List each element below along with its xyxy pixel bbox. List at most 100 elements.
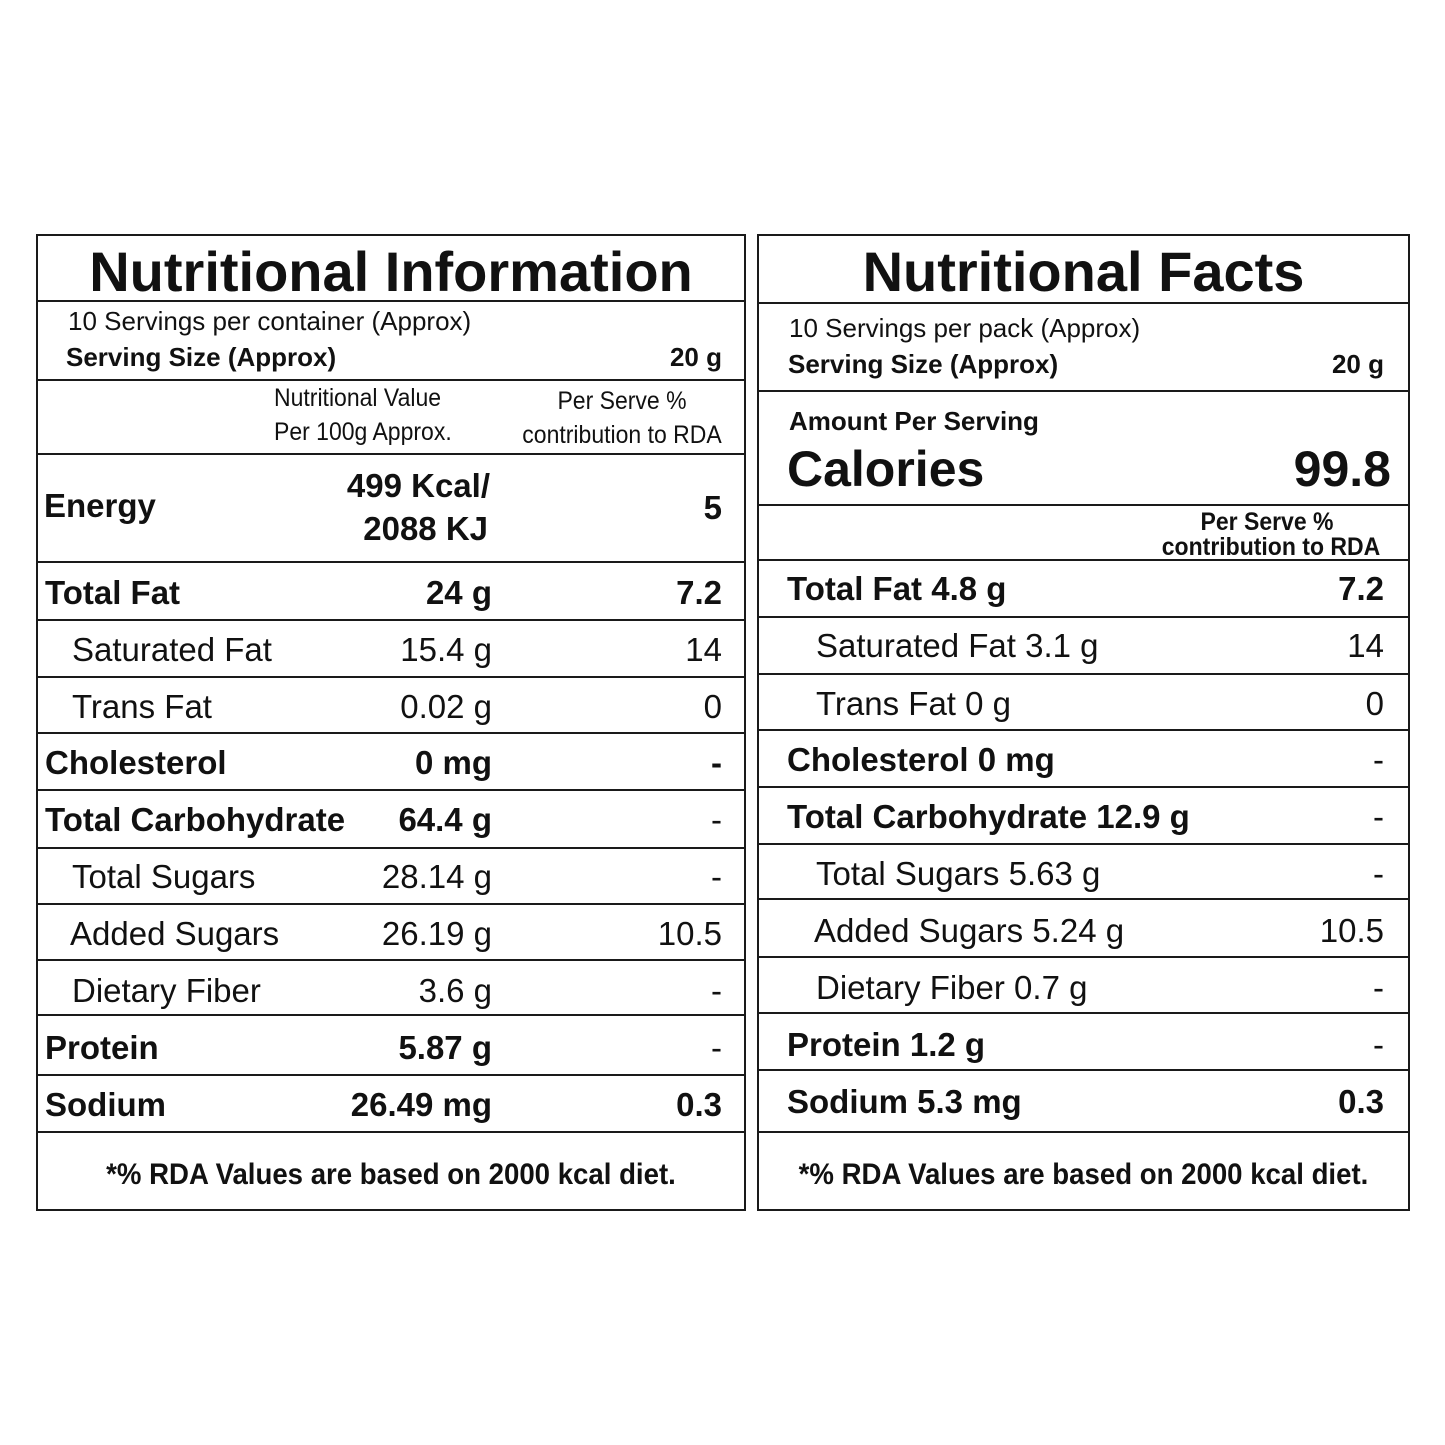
divider (38, 959, 744, 961)
row-added-sugars-value: 26.19 g (381, 915, 492, 952)
row-added-sugars-rda: 10.5 (1319, 912, 1384, 949)
divider (759, 390, 1408, 392)
divider (38, 676, 744, 678)
divider (759, 729, 1408, 731)
divider (38, 732, 744, 734)
divider (759, 559, 1408, 561)
servings-per-container: 10 Servings per container (Approx) (68, 306, 472, 336)
col-header-per-serve: Per Serve % (557, 387, 687, 415)
col-header-per-100g: Per 100g Approx. (274, 418, 452, 446)
row-trans-fat-value: 0.02 g (400, 688, 492, 725)
row-total-fat-name: Total Fat 4.8 g (787, 570, 1007, 607)
row-total-carbohydrate-name: Total Carbohydrate 12.9 g (787, 798, 1190, 835)
col-header-nutritional-value: Nutritional Value (274, 384, 442, 412)
divider (759, 786, 1408, 788)
amount-per-serving: Amount Per Serving (789, 406, 1039, 436)
energy-rda: 5 (703, 489, 722, 526)
divider (759, 302, 1408, 304)
row-protein-value: 5.87 g (398, 1029, 492, 1066)
divider (759, 956, 1408, 958)
serving-size-label: Serving Size (Approx) (788, 349, 1059, 379)
row-protein-rda: - (711, 1029, 722, 1066)
serving-size-label: Serving Size (Approx) (66, 342, 337, 372)
row-total-carbohydrate-value: 64.4 g (398, 801, 492, 838)
row-cholesterol-value: 0 mg (414, 744, 492, 781)
serving-size-value: 20 g (1331, 349, 1384, 379)
row-saturated-fat-value: 15.4 g (400, 631, 492, 668)
row-sodium-rda: 0.3 (676, 1086, 722, 1123)
row-cholesterol-name: Cholesterol 0 mg (787, 741, 1055, 778)
row-trans-fat-name: Trans Fat 0 g (816, 685, 1012, 722)
divider (38, 789, 744, 791)
row-added-sugars-name: Added Sugars (70, 915, 280, 952)
rda-header-contribution: contribution to RDA (1161, 533, 1381, 561)
row-total-sugars-rda: - (1373, 855, 1384, 892)
divider (759, 504, 1408, 506)
row-dietary-fiber-name: Dietary Fiber 0.7 g (816, 969, 1088, 1006)
calories-value: 99.8 (1293, 441, 1391, 497)
row-saturated-fat-name: Saturated Fat (72, 631, 272, 668)
serving-size-value: 20 g (669, 342, 722, 372)
divider (759, 616, 1408, 618)
row-trans-fat-name: Trans Fat (72, 688, 212, 725)
row-cholesterol-name: Cholesterol (45, 744, 227, 781)
divider (759, 898, 1408, 900)
divider (38, 1014, 744, 1016)
row-total-sugars-name: Total Sugars (72, 858, 256, 895)
footnote: *% RDA Values are based on 2000 kcal die… (106, 1158, 676, 1191)
nutritional-information-panel: Nutritional Information 10 Servings per … (36, 234, 746, 1211)
row-protein-name: Protein (45, 1029, 159, 1066)
calories-label: Calories (787, 441, 985, 497)
row-sodium-value: 26.49 mg (350, 1086, 492, 1123)
row-dietary-fiber-name: Dietary Fiber (72, 972, 261, 1009)
panel-title: Nutritional Facts (862, 240, 1305, 303)
row-protein-rda: - (1373, 1026, 1384, 1063)
row-total-carbohydrate-name: Total Carbohydrate (45, 801, 346, 838)
divider (38, 1074, 744, 1076)
energy-value-kcal: 499 Kcal/ (346, 467, 490, 504)
divider (38, 619, 744, 621)
row-cholesterol-rda: - (1373, 741, 1384, 778)
panel-title: Nutritional Information (89, 240, 693, 303)
divider (38, 300, 744, 302)
row-dietary-fiber-rda: - (1373, 969, 1384, 1006)
row-trans-fat-rda: 0 (1365, 685, 1384, 722)
divider (38, 1131, 744, 1133)
divider (38, 379, 744, 381)
nutritional-facts-panel: Nutritional Facts 10 Servings per pack (… (757, 234, 1410, 1211)
row-total-sugars-name: Total Sugars 5.63 g (816, 855, 1101, 892)
row-trans-fat-rda: 0 (703, 688, 722, 725)
divider (38, 453, 744, 455)
divider (759, 1131, 1408, 1133)
row-total-sugars-rda: - (711, 858, 722, 895)
servings-per-pack: 10 Servings per pack (Approx) (789, 313, 1141, 343)
divider (38, 903, 744, 905)
row-total-fat-rda: 7.2 (676, 574, 722, 611)
row-dietary-fiber-rda: - (711, 972, 722, 1009)
row-total-sugars-value: 28.14 g (381, 858, 492, 895)
col-header-contribution-rda: contribution to RDA (522, 421, 722, 449)
row-dietary-fiber-value: 3.6 g (418, 972, 492, 1009)
row-saturated-fat-name: Saturated Fat 3.1 g (816, 627, 1099, 664)
row-sodium-name: Sodium (45, 1086, 166, 1123)
footnote: *% RDA Values are based on 2000 kcal die… (798, 1158, 1369, 1191)
row-total-fat-value: 24 g (425, 574, 492, 611)
divider (759, 1069, 1408, 1071)
row-protein-name: Protein 1.2 g (787, 1026, 986, 1063)
row-sodium-rda: 0.3 (1338, 1083, 1384, 1120)
row-cholesterol-rda: - (711, 744, 722, 781)
rda-header-per-serve: Per Serve % (1200, 508, 1334, 536)
divider (759, 673, 1408, 675)
divider (38, 561, 744, 563)
divider (38, 847, 744, 849)
energy-label: Energy (44, 487, 156, 524)
row-sodium-name: Sodium 5.3 mg (787, 1083, 1022, 1120)
row-total-fat-rda: 7.2 (1338, 570, 1384, 607)
row-saturated-fat-rda: 14 (1347, 627, 1384, 664)
row-saturated-fat-rda: 14 (685, 631, 722, 668)
divider (759, 1012, 1408, 1014)
energy-value-kj: 2088 KJ (363, 510, 488, 547)
row-added-sugars-name: Added Sugars 5.24 g (814, 912, 1125, 949)
row-total-carbohydrate-rda: - (711, 801, 722, 838)
row-total-fat-name: Total Fat (45, 574, 181, 611)
